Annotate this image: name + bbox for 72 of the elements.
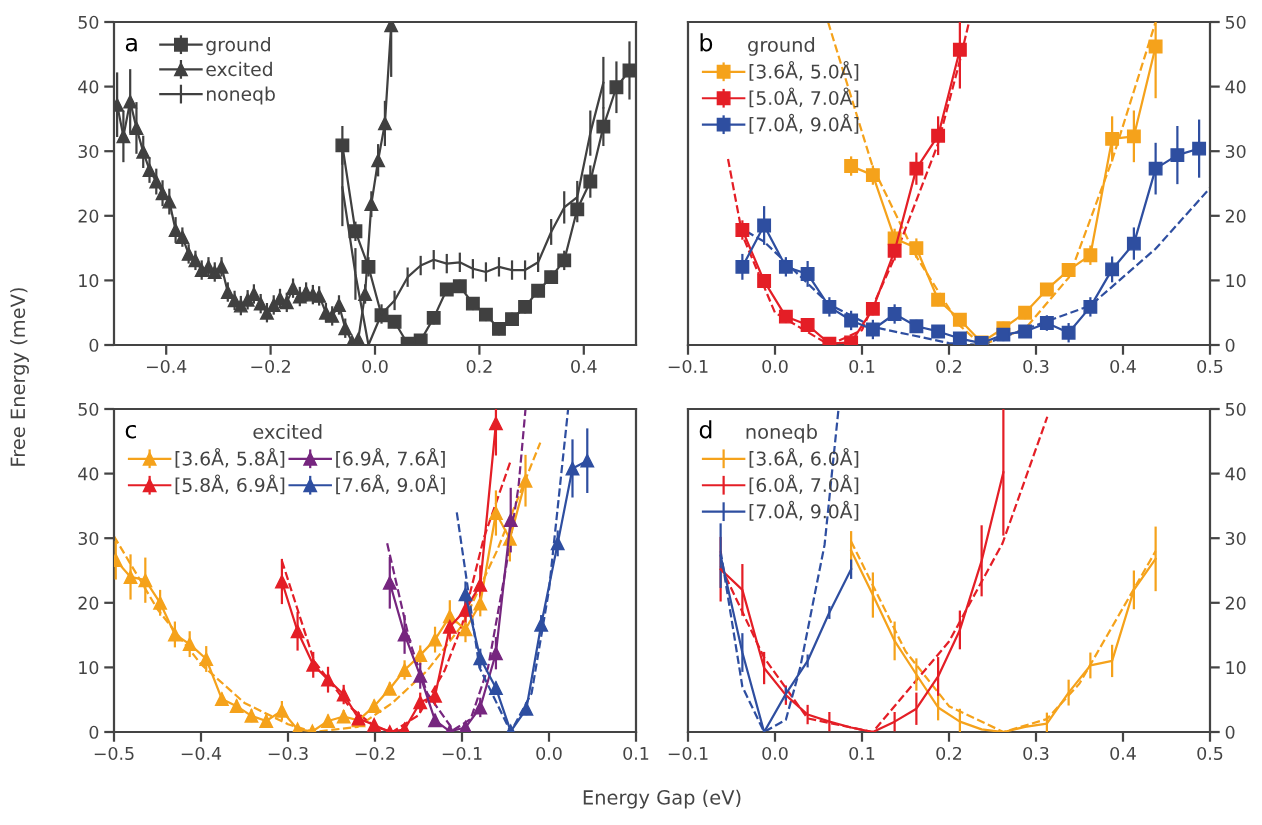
y-tick-label: 50 (1225, 15, 1246, 29)
y-tick-label: 40 (78, 80, 99, 94)
y-tick-label: 0 (89, 338, 99, 352)
chart-title: b (700, 33, 713, 52)
legend-label: ground (206, 37, 270, 56)
x-tick-label: 0.4 (571, 359, 597, 374)
legend-label: excited (206, 61, 272, 77)
x-tick-label: 0.2 (936, 746, 962, 761)
y-tick-label: 50 (78, 15, 99, 29)
legend-label: [3.6Å, 5.0Å] (749, 60, 859, 81)
y-tick-label: 30 (1225, 144, 1246, 159)
x-tick-label: 0.3 (1023, 746, 1049, 761)
y-tick-label: 0 (89, 725, 99, 739)
y-tick-label: 20 (1225, 209, 1246, 223)
x-tick-label: −0.1 (442, 746, 482, 761)
y-tick-label: 50 (1225, 402, 1246, 416)
y-tick-label: 40 (1225, 80, 1246, 94)
x-tick-label: 0.0 (362, 359, 388, 374)
chart-title: c (125, 424, 136, 439)
legend-label: [3.6Å, 5.8Å] (175, 447, 285, 468)
legend-label: [6.9Å, 7.6Å] (336, 447, 445, 468)
legend-label: [3.6Å, 6.0Å] (749, 447, 859, 468)
legend-label: [7.0Å, 9.0Å] (749, 113, 859, 134)
x-tick-label: 0.4 (1110, 359, 1136, 374)
y-tick-label: 50 (78, 402, 99, 416)
y-tick-label: 30 (78, 531, 99, 546)
y-tick-label: 0 (1225, 338, 1235, 352)
y-tick-label: 20 (78, 596, 99, 610)
x-tick-label: 0.2 (466, 359, 492, 374)
x-tick-label: 0.0 (762, 359, 788, 374)
x-tick-label: −0.2 (251, 359, 290, 374)
legend-title: noneqb (746, 424, 817, 443)
legend-label: [7.6Å, 9.0Å] (336, 474, 445, 495)
x-tick-label: −0.2 (355, 746, 395, 761)
y-tick-label: 10 (1226, 661, 1246, 675)
x-tick-label: 0.5 (1197, 359, 1223, 374)
x-tick-label: 0.5 (1197, 746, 1223, 761)
x-tick-label: −0.5 (94, 746, 134, 761)
x-tick-label: −0.4 (146, 359, 187, 374)
x-tick-label: 0.1 (623, 746, 649, 761)
x-tick-label: −0.3 (268, 746, 308, 761)
legend-label: [5.0Å, 7.0Å] (749, 87, 859, 108)
x-tick-label: −0.1 (668, 746, 708, 761)
x-tick-label: 0.0 (762, 746, 788, 761)
legend-label: [5.8Å, 6.9Å] (175, 474, 285, 495)
x-tick-label: 0.3 (1023, 359, 1049, 374)
legend-label: [6.0Å, 7.0Å] (749, 474, 859, 495)
y-tick-label: 30 (78, 144, 99, 159)
x-tick-label: 0.1 (849, 359, 875, 374)
x-tick-label: 0.2 (936, 359, 962, 374)
x-axis-title: Energy Gap (eV) (583, 789, 741, 809)
y-tick-label: 20 (1225, 596, 1246, 610)
legend-title: excited (253, 424, 322, 440)
y-tick-label: 30 (1225, 531, 1246, 546)
y-tick-label: 20 (78, 209, 99, 223)
legend-label: noneqb (207, 86, 275, 105)
y-axis-title: Free Energy (meV) (10, 288, 29, 466)
chart-title: a (125, 37, 137, 52)
y-tick-label: 40 (78, 467, 99, 481)
y-tick-label: 10 (79, 661, 99, 675)
y-tick-label: 10 (1226, 274, 1246, 288)
x-tick-label: 0.1 (849, 746, 875, 761)
x-tick-label: 0.4 (1110, 746, 1136, 761)
chart-title: d (699, 420, 712, 439)
y-tick-label: 10 (79, 274, 99, 288)
x-tick-label: −0.4 (181, 746, 222, 761)
legend-label: [7.0Å, 9.0Å] (749, 500, 859, 521)
y-tick-label: 0 (1225, 725, 1235, 739)
x-tick-label: 0.0 (536, 746, 562, 761)
x-tick-label: −0.1 (668, 359, 708, 374)
legend-title: ground (748, 37, 815, 56)
y-tick-label: 40 (1225, 467, 1246, 481)
